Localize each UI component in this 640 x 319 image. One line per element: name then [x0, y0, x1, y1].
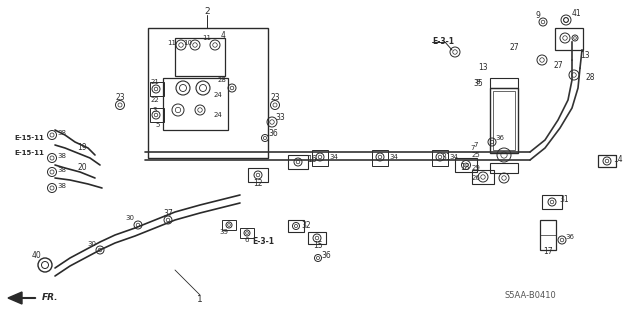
Text: 8: 8	[476, 79, 480, 85]
Text: 29: 29	[471, 165, 480, 171]
Text: 39: 39	[220, 229, 228, 235]
Text: 38: 38	[58, 183, 67, 189]
Bar	[490, 163, 518, 173]
Text: 23: 23	[270, 93, 280, 101]
Text: 34: 34	[449, 154, 458, 160]
Text: 36: 36	[495, 135, 504, 141]
Bar	[288, 220, 304, 232]
Text: 27: 27	[553, 61, 563, 70]
Bar	[222, 220, 236, 230]
Text: 16: 16	[307, 155, 317, 165]
Text: 26: 26	[471, 175, 480, 181]
Text: 38: 38	[58, 153, 67, 159]
Text: 25: 25	[471, 152, 480, 158]
Text: E-15-11: E-15-11	[14, 150, 44, 156]
Bar	[472, 170, 494, 184]
Bar	[308, 232, 326, 244]
Bar	[372, 150, 388, 166]
Text: 6: 6	[244, 237, 249, 243]
Bar	[288, 155, 308, 169]
Text: 36: 36	[566, 234, 575, 240]
Text: 34: 34	[390, 154, 399, 160]
Text: E-3-1: E-3-1	[252, 238, 274, 247]
Text: 13: 13	[580, 50, 590, 60]
Text: 33: 33	[275, 114, 285, 122]
Text: 15: 15	[313, 241, 323, 250]
Text: 30: 30	[88, 241, 97, 247]
Text: 41: 41	[571, 10, 581, 19]
Text: 12: 12	[253, 180, 263, 189]
Text: 31: 31	[559, 196, 569, 204]
Bar	[490, 88, 518, 153]
Text: 18: 18	[460, 162, 470, 172]
Text: 9: 9	[536, 11, 540, 19]
Text: 31: 31	[441, 152, 451, 161]
Text: 38: 38	[58, 167, 67, 173]
Bar	[540, 220, 556, 250]
Text: 36: 36	[321, 250, 331, 259]
Text: 36: 36	[268, 130, 278, 138]
Text: 2: 2	[204, 8, 210, 17]
Text: 10: 10	[184, 40, 193, 46]
Text: 28: 28	[218, 77, 227, 83]
Text: 11: 11	[168, 40, 177, 46]
Text: 5: 5	[156, 122, 160, 128]
Bar	[240, 228, 254, 238]
Text: 32: 32	[301, 221, 311, 231]
Bar	[432, 150, 448, 166]
Bar	[248, 168, 268, 182]
Bar	[150, 108, 164, 122]
Text: 24: 24	[214, 112, 222, 118]
Text: 30: 30	[125, 215, 134, 221]
Bar	[542, 195, 562, 209]
Text: 17: 17	[543, 248, 553, 256]
Bar	[555, 28, 583, 50]
Text: 13: 13	[478, 63, 488, 72]
Bar	[163, 78, 228, 130]
Text: 40: 40	[32, 250, 42, 259]
Bar	[150, 82, 164, 96]
Bar	[312, 150, 328, 166]
Text: 21: 21	[150, 79, 159, 85]
Text: 3: 3	[153, 107, 157, 113]
Text: E-15-11: E-15-11	[14, 135, 44, 141]
Text: 27: 27	[509, 43, 519, 53]
Text: 14: 14	[613, 155, 623, 165]
Bar	[148, 28, 268, 158]
Text: 4: 4	[221, 31, 225, 40]
Text: 7: 7	[470, 145, 475, 151]
Text: 20: 20	[77, 164, 87, 173]
Text: 28: 28	[585, 73, 595, 83]
Text: 23: 23	[115, 93, 125, 101]
Polygon shape	[8, 292, 22, 304]
Text: 22: 22	[150, 97, 159, 103]
Text: 24: 24	[214, 92, 222, 98]
Text: FR.: FR.	[42, 293, 58, 302]
Text: E-3-1: E-3-1	[432, 38, 454, 47]
Text: 11: 11	[202, 35, 211, 41]
Text: 38: 38	[58, 130, 67, 136]
Bar	[175, 38, 225, 76]
Text: S5AA-B0410: S5AA-B0410	[504, 291, 556, 300]
Text: 35: 35	[473, 79, 483, 88]
Text: 7: 7	[474, 142, 478, 148]
Text: 1: 1	[197, 295, 203, 305]
Bar	[598, 155, 616, 167]
Bar	[493, 91, 515, 150]
Text: 37: 37	[163, 209, 173, 218]
Text: 19: 19	[77, 144, 87, 152]
Bar	[490, 78, 518, 88]
Text: 34: 34	[330, 154, 339, 160]
Bar	[455, 158, 477, 172]
